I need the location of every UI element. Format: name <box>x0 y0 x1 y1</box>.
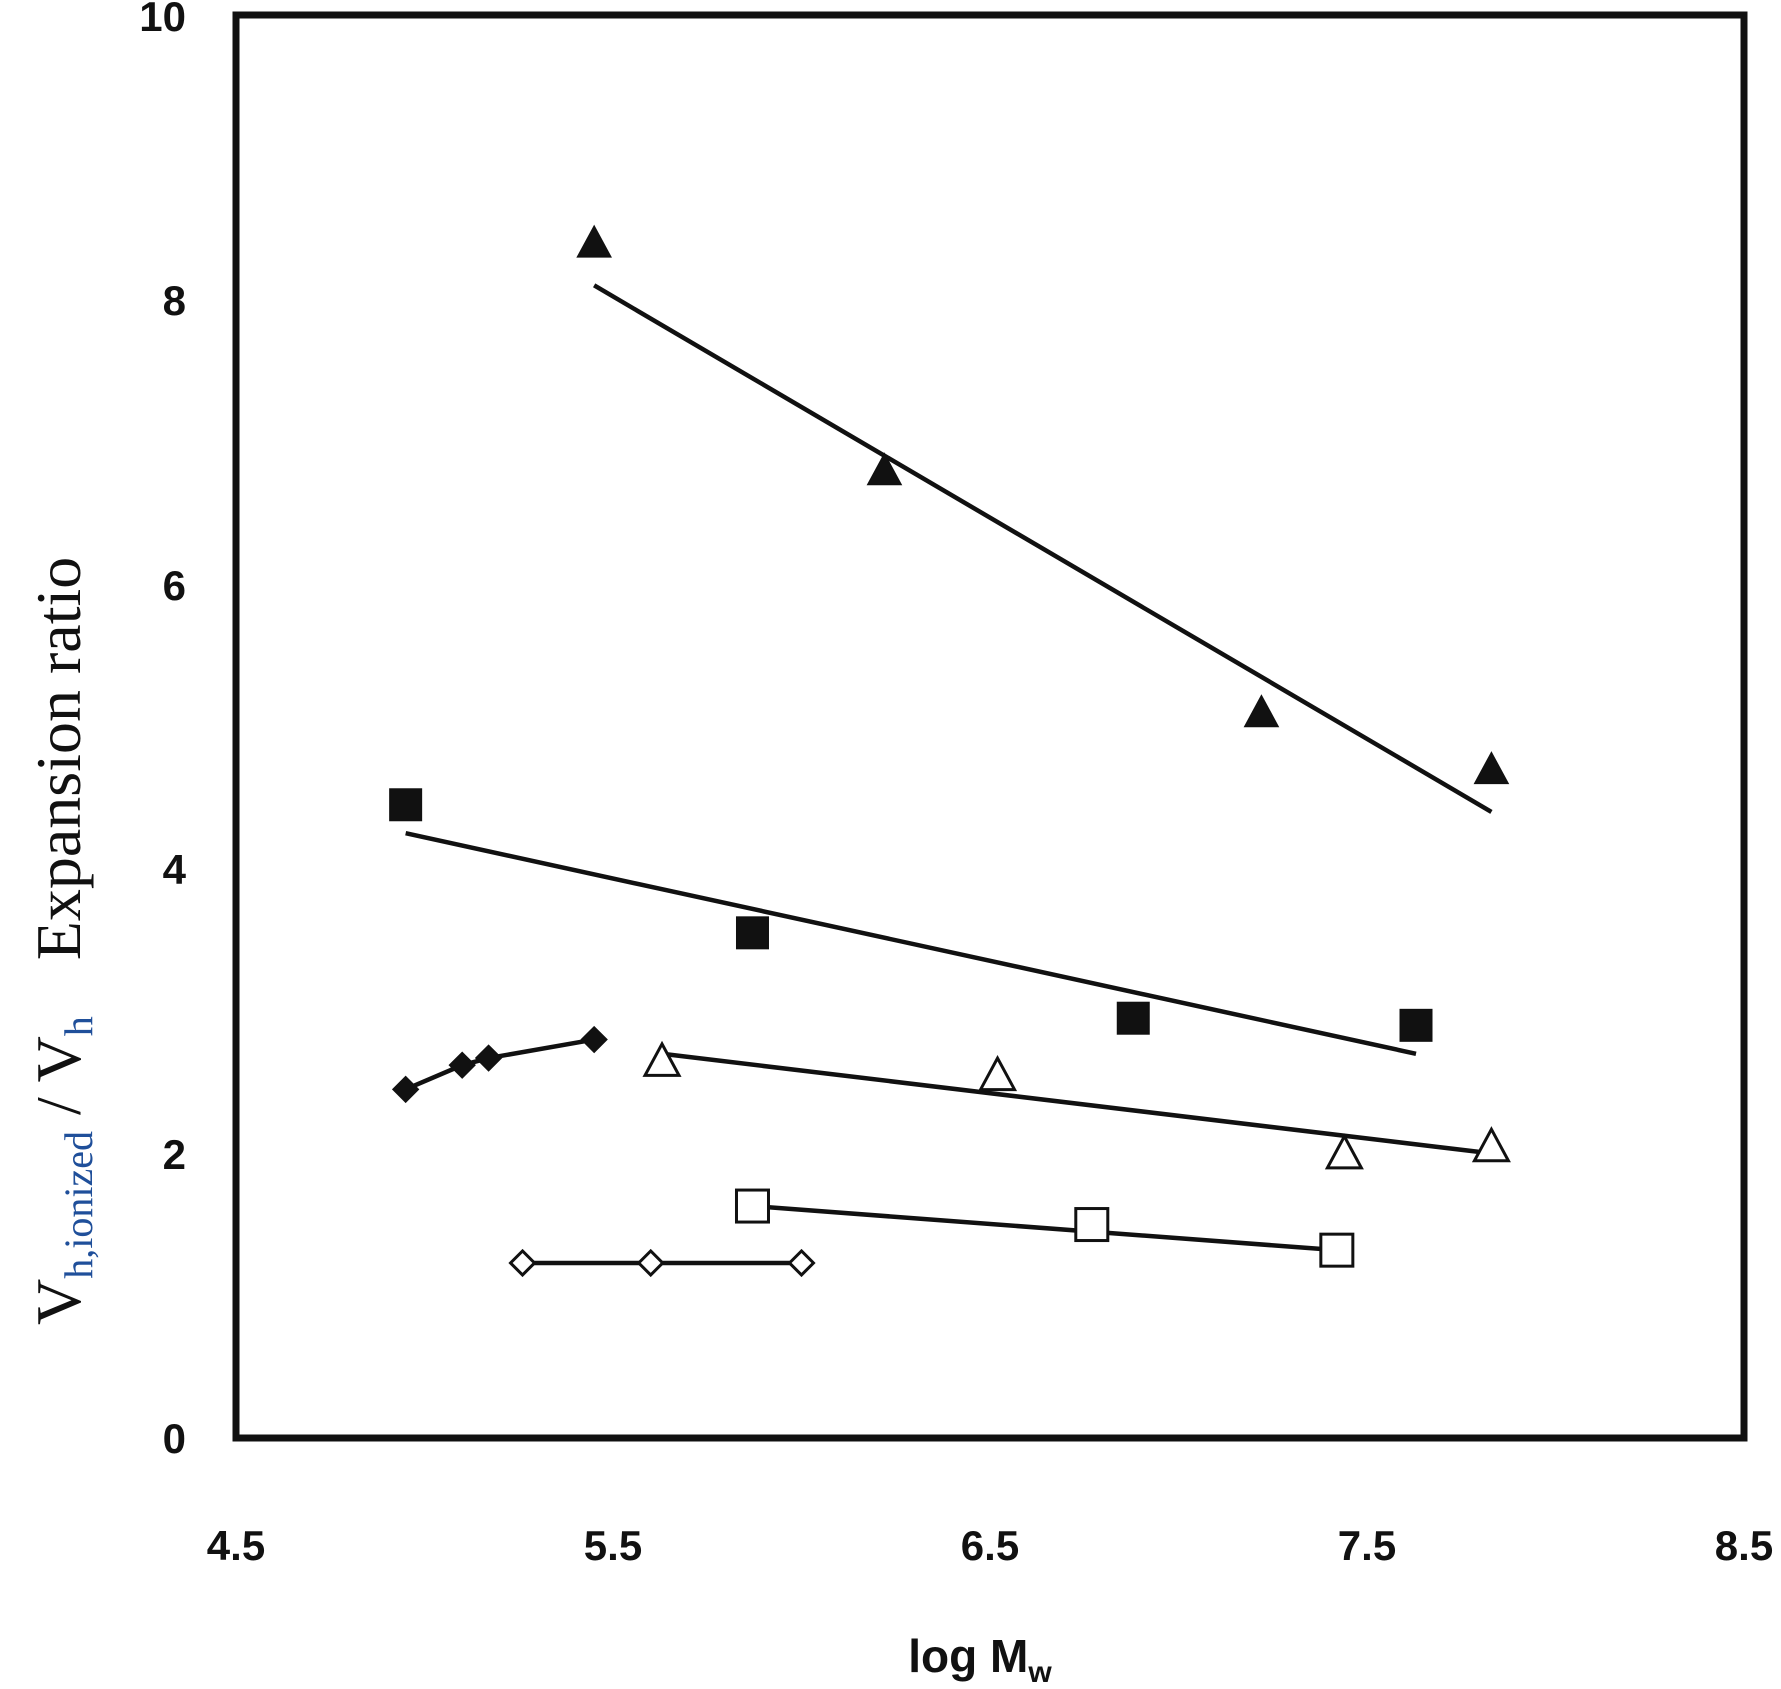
open-square-point-0 <box>734 1188 770 1224</box>
filled-diamond-point-0 <box>391 1075 420 1104</box>
y-label-slash: / V <box>23 1036 94 1131</box>
x-tick-7.5: 7.5 <box>1338 1522 1396 1569</box>
open-triangle-fit-line <box>661 1051 1492 1156</box>
open-square-fit-line <box>752 1203 1338 1253</box>
x-axis-label-main: log M <box>908 1630 1028 1682</box>
open-diamond-point-1 <box>636 1248 665 1278</box>
filled-diamond-point-3 <box>580 1025 608 1054</box>
markers <box>389 224 1511 1278</box>
filled-triangle-point-0 <box>576 224 612 258</box>
open-triangle-point-0 <box>642 1040 682 1077</box>
fit-lines <box>404 283 1493 1266</box>
filled-square-point-2 <box>1116 1001 1150 1035</box>
open-diamond-point-0 <box>508 1248 537 1278</box>
filled-triangle-point-3 <box>1473 751 1510 785</box>
svg-text:Vh,ionized / VhExpansion ratio: Vh,ionized / Vh Expansion ratio <box>23 557 101 1325</box>
y-label-sub1: h,ionized <box>56 1131 101 1279</box>
open-triangle-point-1 <box>978 1054 1018 1092</box>
filled-square-point-0 <box>389 788 423 822</box>
plot-frame <box>232 11 1748 1442</box>
filled-square-point-1 <box>735 916 769 950</box>
filled-square-point-3 <box>1399 1008 1433 1042</box>
filled-diamond-point-2 <box>474 1044 503 1072</box>
filled-diamond-connector <box>404 1037 595 1092</box>
y-label-v: V <box>23 1279 94 1325</box>
y-tick-2: 2 <box>163 1131 186 1178</box>
y-tick-10: 10 <box>139 0 186 40</box>
filled-diamond-point-1 <box>448 1051 476 1079</box>
x-tick-4.5: 4.5 <box>207 1522 265 1569</box>
x-tick-6.5: 6.5 <box>961 1522 1019 1569</box>
x-tick-5.5: 5.5 <box>584 1522 642 1569</box>
filled-triangle-point-1 <box>866 452 903 486</box>
open-diamond-point-2 <box>787 1248 816 1278</box>
x-axis-label-sub: w <box>1027 1656 1052 1689</box>
y-tick-4: 4 <box>163 846 187 893</box>
y-tick-0: 0 <box>163 1415 186 1462</box>
y-label-words: Expansion ratio <box>23 557 94 960</box>
filled-square-fit-line <box>405 831 1417 1056</box>
filled-triangle-point-2 <box>1243 694 1280 728</box>
x-tick-8.5: 8.5 <box>1715 1522 1773 1569</box>
y-tick-8: 8 <box>163 277 186 324</box>
x-axis-label: log Mw <box>908 1630 1052 1689</box>
open-triangle-point-3 <box>1471 1126 1511 1163</box>
open-triangle-point-2 <box>1324 1133 1364 1170</box>
open-square-point-1 <box>1074 1207 1110 1243</box>
y-tick-6: 6 <box>163 562 186 609</box>
y-axis-label: Vh,ionized / Vh Expansion ratio <box>23 557 101 1325</box>
open-square-point-2 <box>1319 1232 1355 1268</box>
filled-triangle-fit-line <box>593 283 1493 814</box>
y-label-sub2: h <box>56 1016 101 1036</box>
